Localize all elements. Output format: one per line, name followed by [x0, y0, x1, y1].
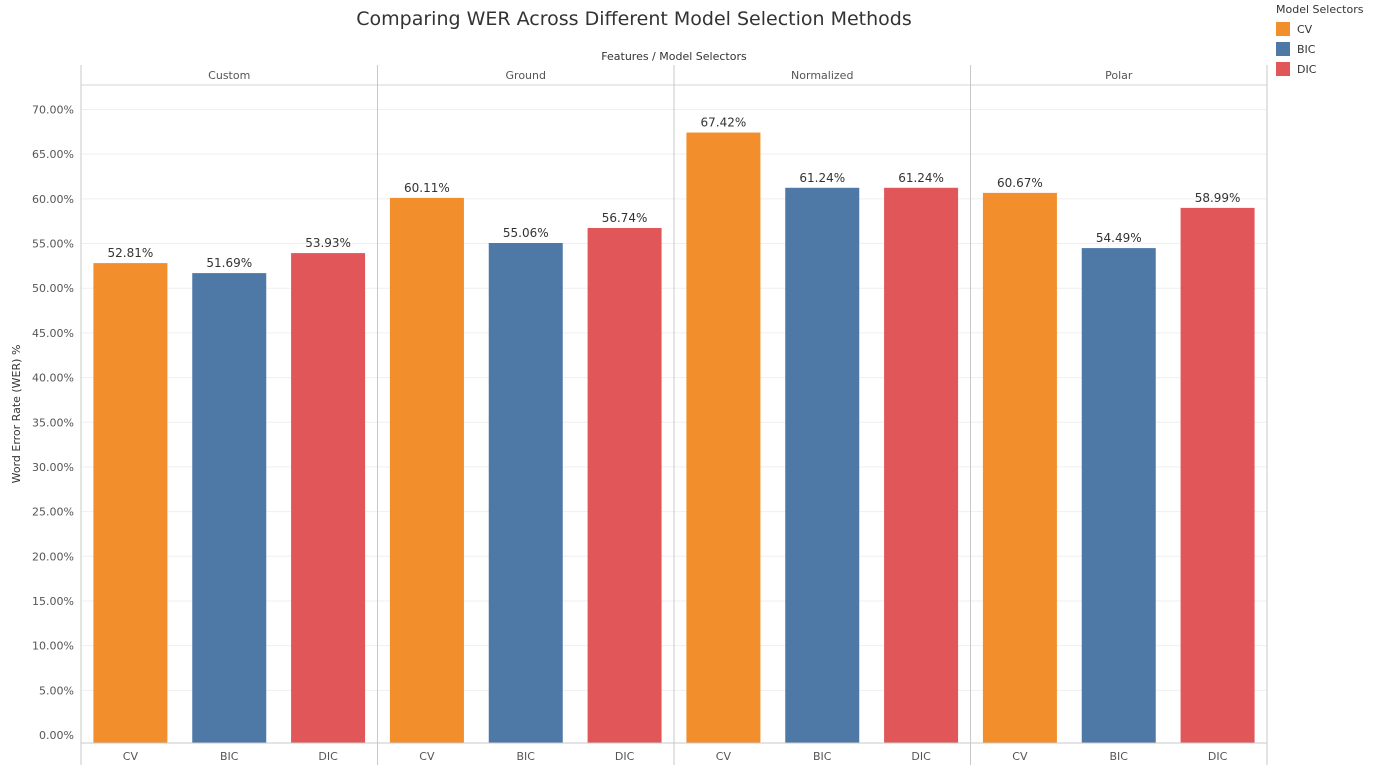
y-tick-label: 30.00% [32, 461, 74, 474]
data-label: 52.81% [108, 246, 154, 260]
y-tick-label: 25.00% [32, 506, 74, 519]
x-tick-label: BIC [220, 750, 239, 763]
y-tick-label: 0.00% [39, 729, 74, 742]
y-tick-label: 50.00% [32, 282, 74, 295]
legend-swatch-bic [1276, 42, 1290, 56]
x-tick-label: DIC [615, 750, 635, 763]
x-tick-label: DIC [1208, 750, 1228, 763]
bar-ground-dic [587, 227, 662, 744]
y-tick-label: 45.00% [32, 327, 74, 340]
bar-normalized-dic [884, 187, 959, 743]
data-label: 53.93% [305, 236, 351, 250]
legend-swatch-cv [1276, 22, 1290, 36]
y-tick-label: 65.00% [32, 148, 74, 161]
data-label: 51.69% [206, 256, 252, 270]
y-axis-title: Word Error Rate (WER) % [10, 345, 23, 484]
panel-header-polar: Polar [1105, 69, 1133, 82]
chart-plot: Features / Model Selectors Word Error Rat… [10, 50, 1268, 765]
data-label: 54.49% [1096, 231, 1142, 245]
legend-label-bic: BIC [1297, 42, 1316, 56]
y-tick-label: 15.00% [32, 595, 74, 608]
bar-ground-bic [488, 242, 563, 743]
y-tick-label: 70.00% [32, 104, 74, 117]
x-tick-label: BIC [813, 750, 832, 763]
legend-swatch-dic [1276, 62, 1290, 76]
x-tick-label: DIC [911, 750, 931, 763]
y-tick-label: 60.00% [32, 193, 74, 206]
y-tick-label: 5.00% [39, 684, 74, 697]
panel-header-ground: Ground [506, 69, 546, 82]
bar-custom-bic [192, 273, 267, 743]
legend-item-bic[interactable]: BIC [1276, 39, 1379, 59]
data-label: 60.67% [997, 176, 1043, 190]
data-label: 56.74% [602, 211, 648, 225]
bar-custom-cv [93, 263, 168, 743]
y-tick-label: 10.00% [32, 640, 74, 653]
legend-item-cv[interactable]: CV [1276, 19, 1379, 39]
data-label: 60.11% [404, 181, 450, 195]
x-tick-label: CV [419, 750, 435, 763]
legend-item-dic[interactable]: DIC [1276, 59, 1379, 79]
legend-label-dic: DIC [1297, 62, 1317, 76]
x-tick-label: DIC [318, 750, 338, 763]
bar-polar-bic [1081, 248, 1156, 743]
data-label: 67.42% [701, 116, 747, 130]
y-tick-label: 35.00% [32, 416, 74, 429]
bar-normalized-bic [785, 187, 860, 743]
data-label: 55.06% [503, 226, 549, 240]
y-tick-label: 55.00% [32, 238, 74, 251]
y-tick-label: 40.00% [32, 372, 74, 385]
legend-label-cv: CV [1297, 22, 1313, 36]
legend-title: Model Selectors [1276, 3, 1364, 16]
y-tick-label: 20.00% [32, 550, 74, 563]
data-label: 61.24% [898, 171, 944, 185]
x-tick-label: CV [123, 750, 139, 763]
bar-ground-cv [389, 197, 464, 744]
x-tick-label: BIC [517, 750, 536, 763]
bar-polar-cv [982, 192, 1057, 743]
panel-header-normalized: Normalized [791, 69, 853, 82]
legend: Model Selectors CV BIC DIC [1276, 3, 1379, 79]
bar-normalized-cv [686, 132, 761, 743]
data-label: 61.24% [799, 171, 845, 185]
data-label: 58.99% [1195, 191, 1241, 205]
bar-polar-dic [1180, 207, 1255, 744]
chart-title: Comparing WER Across Different Model Sel… [356, 8, 912, 30]
bar-custom-dic [291, 253, 366, 743]
x-tick-label: BIC [1110, 750, 1129, 763]
panel-header-custom: Custom [208, 69, 250, 82]
x-tick-label: CV [716, 750, 732, 763]
column-header: Features / Model Selectors [601, 50, 747, 63]
x-tick-label: CV [1012, 750, 1028, 763]
